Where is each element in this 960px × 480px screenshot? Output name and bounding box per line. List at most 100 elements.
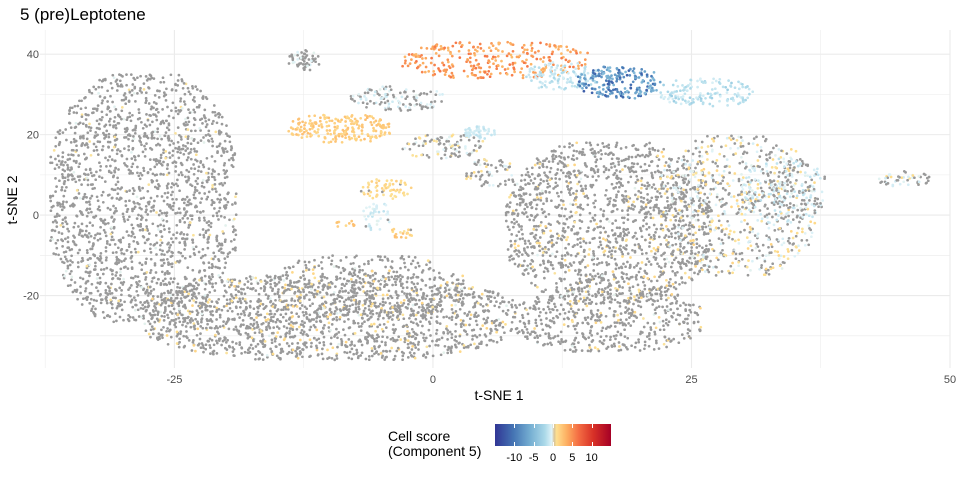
data-point (667, 337, 671, 341)
data-point (231, 158, 235, 162)
data-point (672, 311, 675, 315)
data-point (505, 313, 509, 316)
data-point (541, 328, 545, 332)
data-point (295, 295, 299, 298)
data-point (317, 285, 320, 289)
data-point (130, 165, 134, 169)
data-point (172, 233, 175, 237)
data-point (79, 228, 82, 232)
data-point (299, 276, 303, 279)
data-point (590, 340, 594, 343)
data-point (160, 241, 164, 245)
data-point (67, 229, 71, 233)
data-point (333, 312, 336, 316)
data-point (166, 182, 170, 186)
data-point (160, 298, 164, 302)
data-point (643, 162, 647, 166)
data-point (357, 265, 361, 268)
data-point (617, 163, 621, 166)
data-point (189, 142, 193, 146)
data-point (125, 248, 129, 252)
data-point (605, 188, 608, 192)
data-point (517, 230, 521, 234)
data-point (633, 186, 637, 190)
data-point (587, 226, 590, 230)
data-point (228, 306, 232, 310)
data-point (412, 309, 415, 313)
data-point (123, 161, 126, 165)
data-point (155, 241, 159, 245)
data-point (155, 163, 159, 166)
data-point (378, 323, 382, 327)
data-point (359, 313, 363, 317)
data-point (653, 234, 656, 238)
data-point (137, 111, 141, 115)
chart-title: 5 (pre)Leptotene (20, 5, 146, 24)
data-point (267, 294, 270, 298)
data-point (115, 258, 119, 262)
data-point (554, 255, 557, 258)
data-point (624, 146, 628, 149)
data-point (591, 314, 595, 317)
data-point (525, 328, 529, 331)
data-point (280, 347, 284, 351)
data-point (422, 332, 426, 336)
data-point (643, 343, 647, 347)
data-point (540, 322, 543, 326)
data-point (201, 326, 205, 330)
data-point (198, 210, 202, 214)
data-point (80, 222, 84, 226)
data-point (188, 198, 191, 202)
data-point (234, 213, 238, 217)
data-point (159, 153, 163, 157)
data-point (212, 176, 216, 179)
data-point (133, 205, 137, 209)
data-point (166, 191, 170, 195)
data-point (107, 169, 111, 173)
data-point (54, 241, 58, 245)
data-point (200, 197, 204, 200)
data-point (627, 322, 630, 325)
data-point (106, 105, 110, 109)
data-point (57, 253, 60, 257)
data-point (588, 346, 592, 349)
data-point (507, 300, 511, 304)
data-point (207, 266, 211, 269)
data-point (99, 165, 103, 168)
data-point (699, 325, 703, 329)
data-point (696, 320, 700, 324)
data-point (372, 322, 376, 326)
data-point (645, 335, 649, 338)
data-point (417, 264, 421, 268)
data-point (343, 333, 347, 337)
data-point (58, 129, 62, 132)
data-point (562, 323, 566, 326)
data-point (401, 358, 404, 362)
data-point (382, 349, 385, 353)
data-point (559, 303, 563, 307)
data-point (136, 92, 139, 95)
data-point (308, 313, 312, 317)
data-point (235, 328, 238, 331)
data-point (622, 227, 626, 231)
data-point (588, 273, 592, 276)
data-point (344, 289, 348, 293)
data-point (456, 293, 460, 297)
data-point (104, 234, 108, 238)
data-point (365, 297, 369, 301)
data-point (184, 237, 187, 241)
data-point (353, 273, 357, 277)
data-point (371, 282, 375, 286)
data-point (67, 112, 71, 116)
data-point (356, 275, 360, 278)
data-point (606, 325, 610, 329)
data-point (639, 196, 643, 199)
data-point (167, 114, 171, 118)
data-point (499, 338, 503, 342)
data-point (217, 337, 221, 341)
data-point (131, 139, 135, 143)
data-point (157, 96, 161, 99)
data-point (450, 336, 454, 340)
data-point (450, 274, 454, 278)
data-point (170, 88, 174, 91)
